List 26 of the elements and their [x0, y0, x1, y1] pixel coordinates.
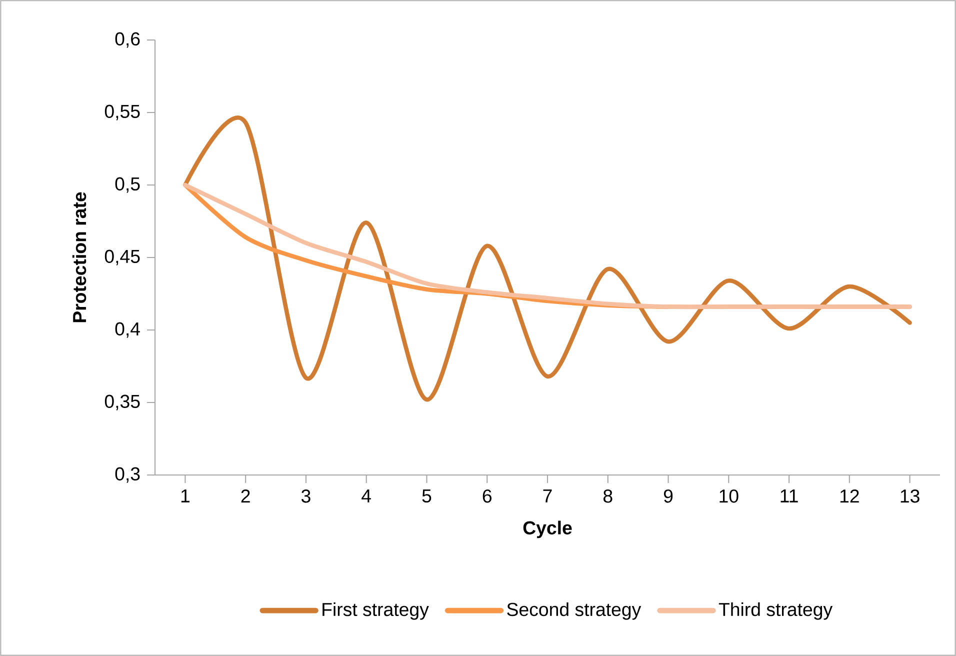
- x-tick-label: 4: [362, 489, 371, 502]
- y-tick-label: 0,6: [115, 32, 140, 48]
- legend-label: First strategy: [322, 602, 429, 620]
- legend-label: Second strategy: [507, 602, 642, 620]
- y-tick-label: 0,4: [115, 322, 140, 338]
- x-tick-label: 6: [482, 489, 492, 503]
- y-axis-title: Protection rate: [72, 192, 86, 322]
- line-series: [183, 182, 912, 310]
- y-tick-label: 0,5: [115, 177, 140, 193]
- x-tick-label: 1: [181, 489, 190, 502]
- x-tick-label: 11: [780, 489, 798, 502]
- x-tick-label: 13: [900, 489, 920, 503]
- x-tick-label: 12: [840, 489, 859, 503]
- x-tick-label: 2: [241, 489, 250, 503]
- y-tick-label: 0,45: [104, 250, 140, 266]
- y-tick-label: 0,35: [104, 394, 140, 410]
- x-tick-label: 7: [543, 489, 552, 502]
- y-tick-label: 0,3: [115, 467, 140, 483]
- y-tick-label: 0,55: [104, 104, 140, 120]
- x-tick-label: 9: [664, 489, 673, 503]
- x-tick-label: 3: [301, 489, 310, 503]
- legend-label: Third strategy: [718, 602, 833, 620]
- x-tick-label: 10: [720, 489, 738, 503]
- x-tick-label: 5: [422, 489, 432, 503]
- x-axis-title: Cycle: [523, 520, 572, 538]
- x-tick-label: 8: [604, 489, 612, 503]
